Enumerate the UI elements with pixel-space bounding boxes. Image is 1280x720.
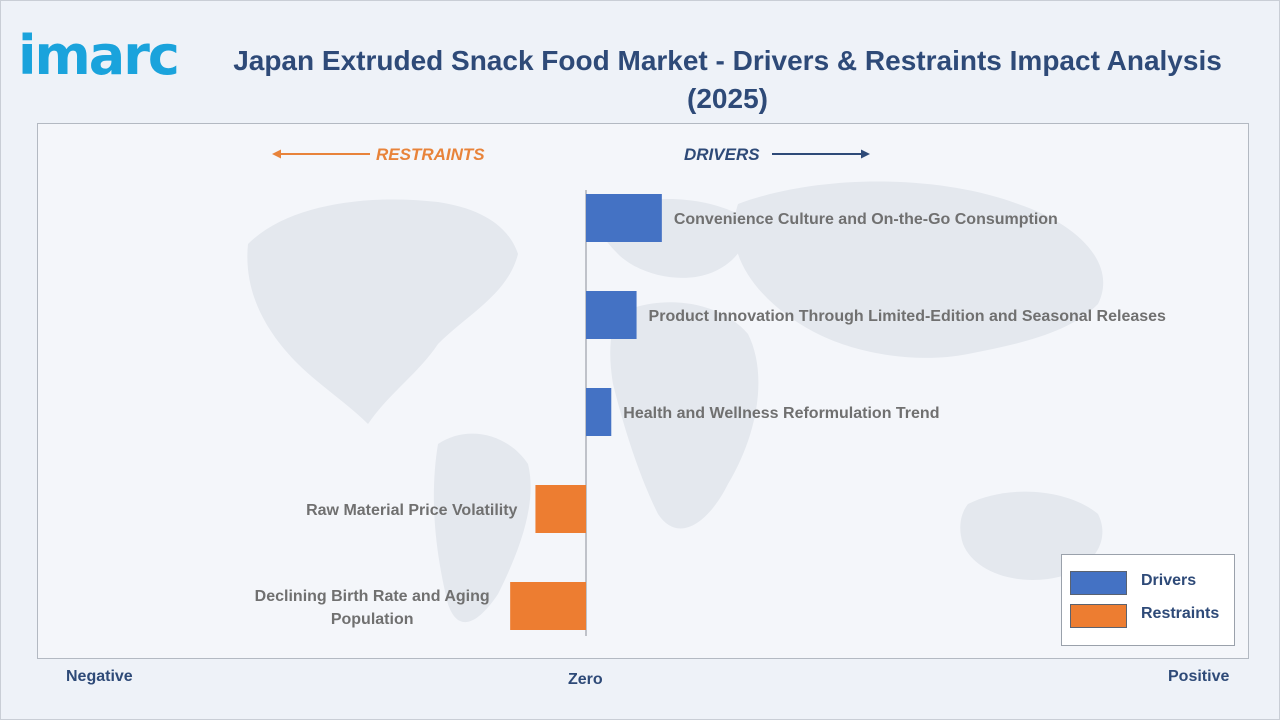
legend-label-drivers: Drivers [1141,572,1197,589]
imarc-logo: imarc [18,30,180,82]
chart-legend: Drivers Restraints [1061,554,1235,646]
bar-label: Product Innovation Through Limited-Editi… [649,308,1166,325]
legend-swatch-drivers [1070,571,1127,595]
impact-bar-chart: Convenience Culture and On-the-Go Consum… [255,190,1166,636]
restraint-bar [535,485,586,533]
drivers-direction-label: DRIVERS [684,145,760,164]
restraints-direction-label: RESTRAINTS [376,145,485,164]
drivers-arrow [772,149,870,159]
world-map-background [247,181,1104,623]
axis-label-zero: Zero [568,671,603,688]
restraints-arrow [272,149,370,159]
driver-bar [586,291,637,339]
chart-title: Japan Extruded Snack Food Market - Drive… [233,45,1222,114]
driver-bar [586,194,662,242]
legend-item-restraints: Restraints [1070,602,1230,628]
bar-label: Convenience Culture and On-the-Go Consum… [674,211,1058,228]
axis-label-positive: Positive [1168,668,1230,685]
legend-label-restraints: Restraints [1141,605,1220,622]
bars-group: Convenience Culture and On-the-Go Consum… [255,194,1166,630]
chart-panel: RESTRAINTS DRIVERS Convenience Culture a… [37,123,1249,659]
legend-item-drivers: Drivers [1070,569,1230,595]
bar-label: Declining Birth Rate and Aging Population [255,588,490,628]
legend-swatch-restraints [1070,604,1127,628]
svg-text:imarc: imarc [18,30,178,82]
bar-label: Health and Wellness Reformulation Trend [623,405,939,422]
axis-label-negative: Negative [66,668,133,685]
driver-bar [586,388,612,436]
bar-label: Raw Material Price Volatility [306,502,517,519]
restraint-bar [510,582,586,630]
